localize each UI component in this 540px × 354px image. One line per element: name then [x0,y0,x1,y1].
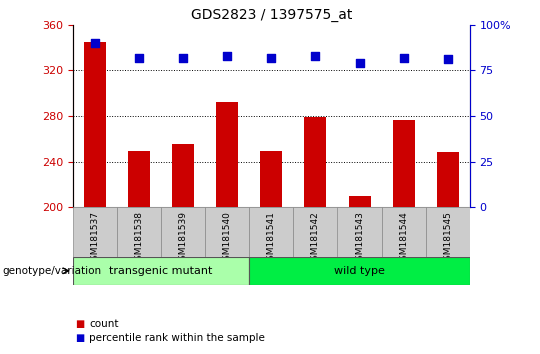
Point [443,57,452,62]
Bar [205,207,249,257]
Bar [426,207,470,257]
Point [267,55,275,61]
Bar [293,207,338,257]
Bar [216,102,238,207]
Bar [73,207,117,257]
Bar [260,151,282,207]
Point [135,55,144,61]
Bar [338,207,382,257]
Text: GSM181537: GSM181537 [91,211,99,266]
Bar [249,257,470,285]
Bar [84,42,106,207]
Text: GSM181545: GSM181545 [443,211,452,266]
Text: GSM181542: GSM181542 [311,211,320,266]
Text: GSM181539: GSM181539 [179,211,188,266]
Title: GDS2823 / 1397575_at: GDS2823 / 1397575_at [191,8,352,22]
Text: GSM181540: GSM181540 [223,211,232,266]
Point [223,53,232,59]
Text: GSM181538: GSM181538 [134,211,144,266]
Bar [117,207,161,257]
Bar [73,257,249,285]
Text: transgenic mutant: transgenic mutant [110,266,213,276]
Text: ■: ■ [76,319,85,329]
Bar [393,120,415,207]
Bar [437,152,459,207]
Bar [305,117,327,207]
Bar [382,207,426,257]
Bar [249,207,293,257]
Text: percentile rank within the sample: percentile rank within the sample [89,333,265,343]
Text: wild type: wild type [334,266,385,276]
Point [91,40,99,46]
Text: count: count [89,319,119,329]
Text: GSM181543: GSM181543 [355,211,364,266]
Bar [172,144,194,207]
Text: ■: ■ [76,333,85,343]
Bar [348,196,370,207]
Text: GSM181541: GSM181541 [267,211,276,266]
Point [355,60,364,66]
Bar [161,207,205,257]
Text: genotype/variation: genotype/variation [3,266,102,276]
Point [179,55,187,61]
Point [311,53,320,59]
Text: GSM181544: GSM181544 [399,211,408,266]
Point [399,55,408,61]
Bar [128,151,150,207]
